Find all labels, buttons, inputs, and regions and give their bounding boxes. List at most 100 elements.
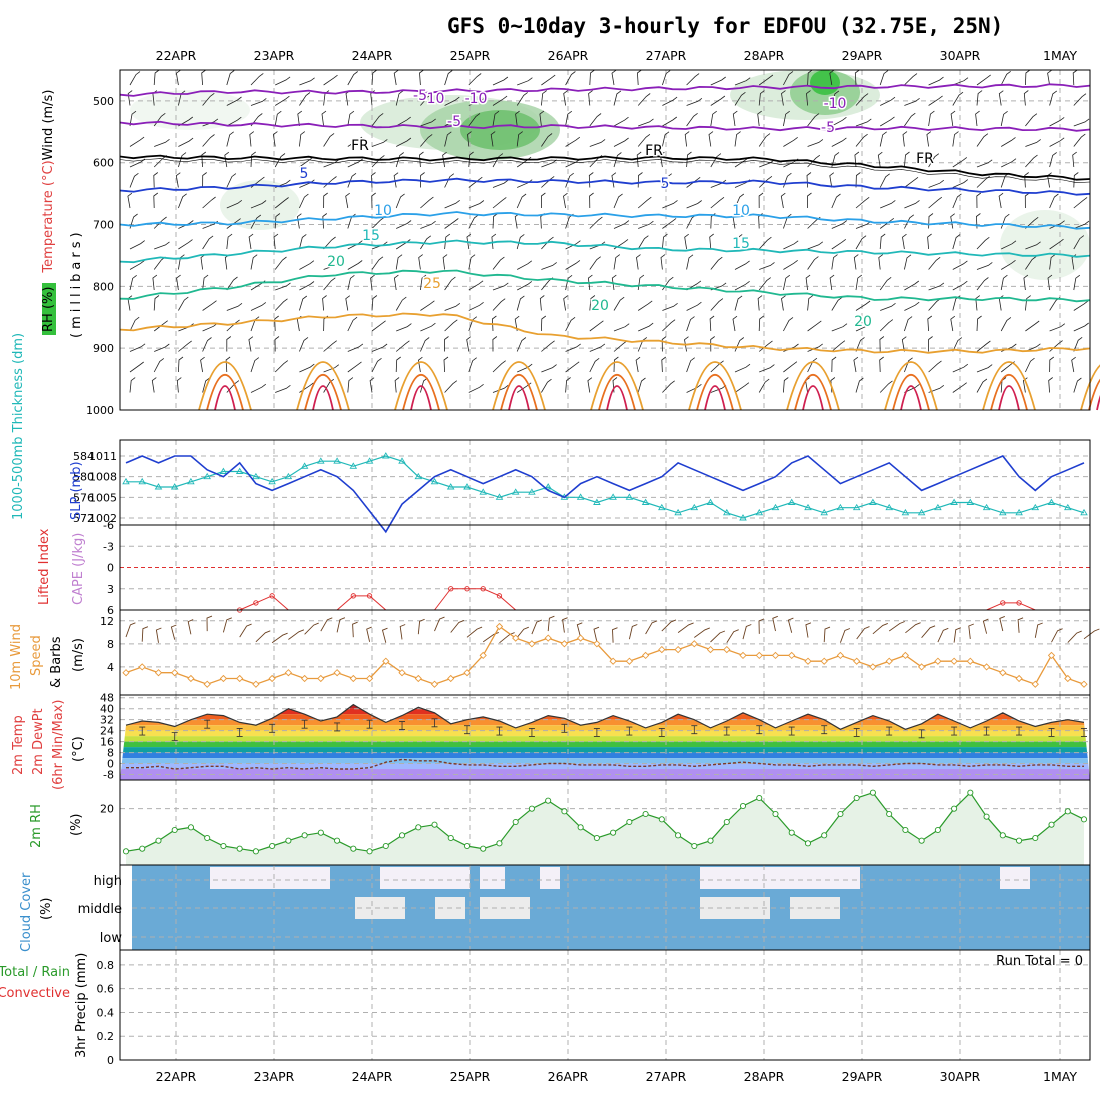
wind-barb (662, 319, 676, 332)
contour-label: 15 (362, 228, 380, 244)
cloud-unit: (%) (39, 898, 54, 921)
wind-barb (1072, 151, 1077, 168)
wind-barb (855, 377, 864, 393)
wind-barb (468, 98, 485, 106)
wind10m-marker (479, 651, 487, 660)
wind10m-speed-label: Speed (29, 635, 44, 676)
wind-barb (758, 378, 770, 393)
wind-barb (880, 96, 896, 106)
wind-barb (686, 383, 702, 393)
surface-heat-contour (312, 385, 334, 411)
thickness-tick: 580 (73, 471, 94, 484)
wind-barb (904, 301, 920, 311)
cloud-row-label: high (94, 874, 122, 889)
wind-barb (928, 282, 945, 291)
wind-barb (662, 96, 678, 106)
rh-marker (983, 813, 990, 820)
temp-band (120, 758, 1090, 764)
wind-barb (371, 343, 388, 352)
wind-barb (347, 71, 358, 86)
precip-convective-label: Convective (0, 986, 70, 1001)
minmax-marker (269, 723, 276, 733)
wind-barb (904, 112, 916, 127)
wind-barb (1049, 238, 1064, 250)
millibars-label: (millibars) (69, 228, 84, 338)
wind-barb (638, 220, 654, 229)
rh-legend-swatch (42, 283, 56, 335)
wind-barb (1073, 93, 1087, 106)
wind-barb (274, 110, 282, 127)
wind-barb (418, 254, 423, 270)
wind10m-marker (576, 634, 585, 642)
thickness-marker (138, 477, 146, 485)
wind-barb (541, 262, 557, 270)
wind-barb (395, 152, 404, 168)
rh-marker (869, 789, 876, 796)
wind10m-marker (950, 657, 958, 665)
wind-barb (855, 133, 868, 147)
wind10m-marker (885, 657, 893, 665)
wind10m-barb (125, 622, 136, 638)
wind-barb (611, 274, 617, 291)
wind-barb (976, 192, 982, 209)
wind-tick: 12 (100, 615, 114, 628)
wind-barb (831, 296, 843, 311)
wind-barb (516, 92, 528, 106)
wind-barb (637, 377, 646, 393)
wind-barb (249, 131, 255, 147)
wind10m-marker (463, 669, 471, 677)
wind-barb (976, 378, 988, 393)
wind-barb (855, 274, 863, 291)
rh-blob (220, 180, 300, 230)
thickness-marker (349, 462, 358, 469)
wind-barb (710, 298, 724, 311)
wind-barb (516, 295, 525, 311)
rh-marker (577, 824, 584, 831)
top-date-axis: 22APR 23APR 24APR 25APR 26APR 27APR 28APR 29APR… (156, 48, 1078, 63)
upper-air-panel: -10-5FR510152025-10-5FR5101520FR-10-520 … (41, 69, 1100, 417)
wind-barb (975, 213, 981, 229)
wind-barb (904, 357, 913, 373)
minmax-marker (821, 725, 828, 735)
wind-barb (928, 360, 942, 373)
rh2m-ticks: 20 (100, 803, 114, 816)
li-marker (269, 593, 275, 599)
thickness-marker (479, 488, 487, 495)
wind-barb (879, 217, 895, 229)
surface-heat-contour (688, 361, 742, 411)
wind-barb (565, 110, 573, 127)
wind-barb (1073, 118, 1090, 127)
wind10m-barb (450, 619, 465, 633)
wind-barb (734, 91, 746, 106)
wind-barb (855, 118, 872, 127)
wind-barb (515, 110, 520, 127)
rh-blob (460, 110, 540, 150)
wind-barb (950, 213, 955, 229)
contour-label: 20 (327, 254, 345, 270)
wind10m-barb (787, 617, 794, 633)
wind-barb (902, 233, 907, 250)
wind10m-marker (544, 634, 552, 642)
temp-band (120, 763, 1090, 770)
wind-barb (1025, 295, 1031, 311)
wind-barb (904, 151, 910, 168)
surface-heat-contour (598, 374, 636, 411)
rh-marker (350, 845, 357, 852)
wind-barb (952, 363, 969, 373)
wind-barb (393, 69, 399, 86)
wind-barb (347, 361, 362, 373)
thickness-tick: 584 (73, 450, 94, 463)
rh-marker (382, 842, 389, 850)
wind-barb (127, 90, 133, 106)
minmax-marker (366, 719, 373, 729)
wind-barb (178, 193, 187, 209)
wind-barb (420, 337, 430, 352)
thickness-marker (982, 503, 991, 511)
rh2m-label: 2m RH (29, 804, 44, 848)
surface-heat-contour (402, 374, 440, 411)
wind-barb (274, 336, 280, 352)
wind-barb (175, 172, 181, 188)
rh-marker (886, 810, 893, 818)
rh-marker (334, 837, 341, 844)
surface-heat-contour (998, 385, 1020, 411)
